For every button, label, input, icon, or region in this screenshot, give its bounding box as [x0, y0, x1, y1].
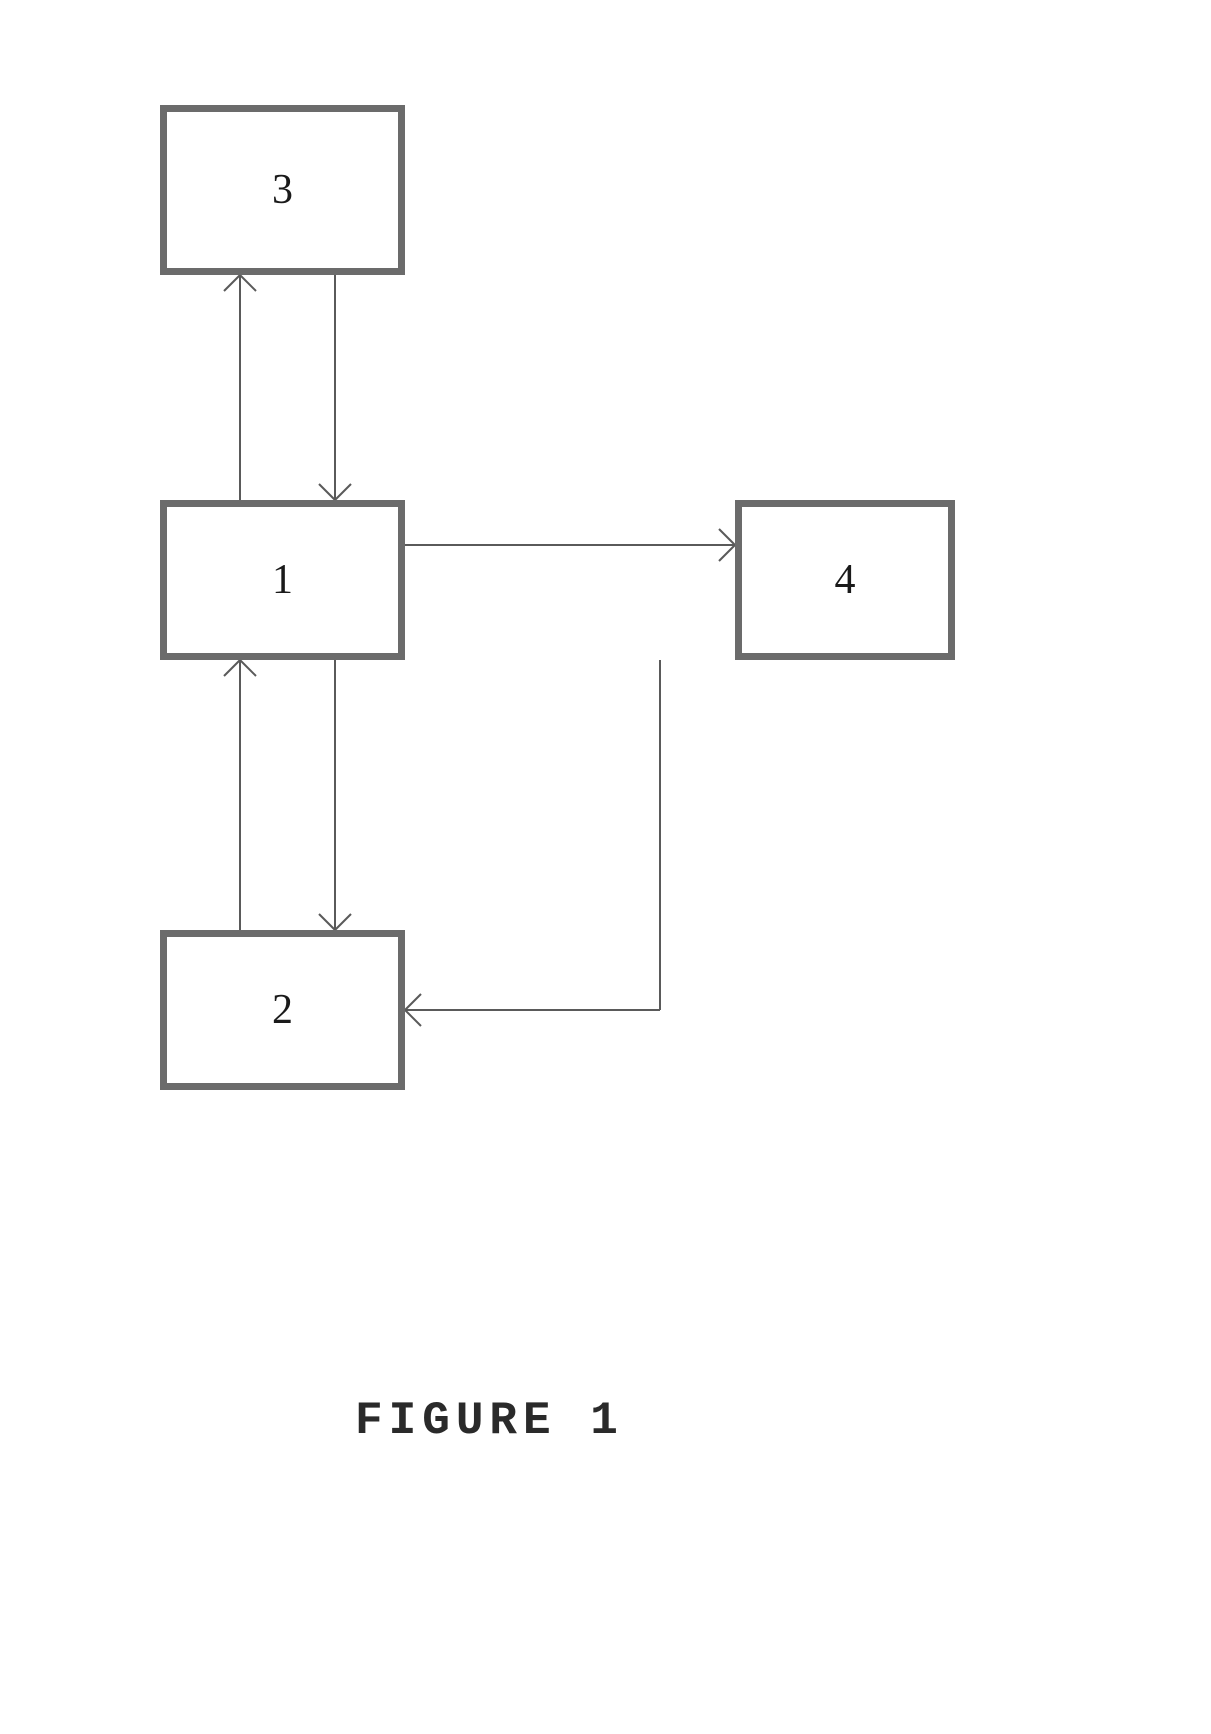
figure-caption: FIGURE 1 [355, 1395, 624, 1447]
node-n1: 1 [160, 500, 405, 660]
figure-caption-text: FIGURE 1 [355, 1395, 624, 1447]
node-label: 1 [272, 556, 293, 604]
node-label: 3 [272, 166, 293, 214]
node-n4: 4 [735, 500, 955, 660]
node-n2: 2 [160, 930, 405, 1090]
diagram-canvas: FIGURE 1 1 2 3 4 [0, 0, 1211, 1734]
node-label: 4 [835, 556, 856, 604]
node-label: 2 [272, 986, 293, 1034]
node-n3: 3 [160, 105, 405, 275]
